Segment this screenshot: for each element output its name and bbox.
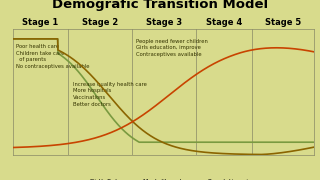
Text: Poor health care
Children take care
  of parents
No contraceptives available: Poor health care Children take care of p… (16, 44, 89, 69)
Text: Stage 4: Stage 4 (206, 18, 242, 27)
Text: Stage 1: Stage 1 (22, 18, 59, 27)
Text: Demografic Transition Model: Demografic Transition Model (52, 0, 268, 11)
Legend: Birth Rate, Mortality rate, Population size: Birth Rate, Mortality rate, Population s… (69, 177, 257, 180)
Text: Stage 3: Stage 3 (146, 18, 182, 27)
Text: Increase quality health care
More hospitals
Vaccinations
Better doctors: Increase quality health care More hospit… (73, 82, 147, 107)
Text: Stage 2: Stage 2 (82, 18, 118, 27)
Text: People need fewer children
Girls education, improve
Contraceptives available: People need fewer children Girls educati… (136, 39, 208, 57)
Text: Stage 5: Stage 5 (265, 18, 301, 27)
